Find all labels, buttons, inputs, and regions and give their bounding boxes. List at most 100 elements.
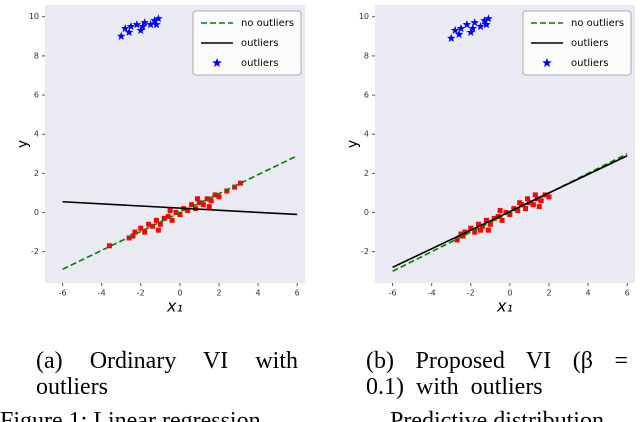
data-point — [177, 211, 183, 217]
y-tick-label: 6 — [34, 91, 39, 100]
data-point — [142, 229, 148, 235]
outlier-point — [146, 20, 155, 29]
plots: -6 -4 -2 0 2 4 6 -2 0 2 4 6 8 10 x₁ y no outliers outlier… — [15, 5, 635, 316]
data-point — [212, 192, 218, 198]
x-tick-label: -2 — [467, 289, 475, 298]
outlier-point — [462, 20, 472, 29]
data-point — [167, 208, 173, 214]
outlier-point — [124, 27, 134, 36]
data-point — [204, 196, 210, 202]
legend-marker — [542, 58, 552, 67]
data-point — [499, 217, 505, 223]
outlier-point — [447, 33, 456, 42]
data-point — [536, 204, 542, 210]
legend-label: outliers — [241, 58, 278, 69]
data-point — [208, 198, 214, 204]
y-tick-label: -2 — [31, 247, 39, 256]
data-point — [523, 206, 529, 212]
legend-label: outliers — [571, 38, 608, 49]
regression-line — [392, 155, 628, 269]
data-point — [224, 188, 230, 194]
outlier-point — [484, 14, 493, 23]
y-tick-label: 0 — [364, 208, 369, 217]
data-point — [189, 202, 195, 208]
outlier-point — [140, 18, 149, 27]
data-point — [476, 221, 482, 227]
figure-text: Predictive distribution — [390, 408, 604, 422]
data-point — [524, 196, 530, 202]
outlier-point — [132, 20, 142, 29]
outlier-point — [468, 24, 477, 33]
legend-marker — [212, 58, 222, 67]
x-tick-label: 2 — [216, 289, 221, 298]
outlier-point — [154, 14, 163, 23]
outlier-point — [126, 22, 136, 31]
outlier-point — [450, 26, 460, 35]
data-point — [530, 202, 536, 208]
x-tick-label: 6 — [295, 289, 300, 298]
x-tick-label: 0 — [177, 289, 182, 298]
y-tick-label: 10 — [29, 12, 39, 21]
caption: (a) Ordinary VI with outliers — [36, 348, 298, 400]
x-axis-label: x₁ — [496, 297, 513, 316]
legend-box — [192, 10, 302, 76]
outlier-point — [470, 18, 479, 27]
data-point — [472, 229, 478, 235]
outlier-point — [476, 22, 485, 31]
x-tick-label: 4 — [586, 289, 591, 298]
y-tick-label: 4 — [364, 130, 369, 139]
data-point — [138, 225, 144, 231]
x-tick-label: -4 — [428, 289, 436, 298]
data-point — [468, 225, 474, 231]
outlier-point — [152, 20, 161, 29]
data-point — [155, 227, 161, 233]
data-point — [454, 237, 460, 243]
data-point — [206, 204, 212, 210]
outlier-point — [482, 20, 491, 29]
y-axis-label: y — [345, 140, 361, 148]
x-tick-label: 0 — [507, 289, 512, 298]
legend-label: outliers — [571, 58, 608, 69]
data-point — [517, 200, 523, 206]
outlier-point — [480, 16, 489, 25]
data-point — [511, 206, 517, 212]
data-point — [161, 215, 167, 221]
y-axis-label: y — [15, 140, 31, 148]
data-point — [153, 217, 159, 223]
data-point — [532, 192, 538, 198]
y-tick-label: 8 — [364, 51, 369, 60]
outlier-point — [456, 24, 466, 33]
data-point — [546, 194, 552, 200]
data-point — [157, 221, 163, 227]
data-point — [185, 208, 191, 214]
y-tick-label: 2 — [34, 169, 39, 178]
legend-label: no outliers — [571, 18, 624, 29]
data-point — [538, 198, 544, 204]
data-point — [460, 233, 466, 239]
regression-line — [62, 155, 298, 271]
outlier-point — [138, 22, 147, 31]
outlier-point — [120, 24, 130, 33]
x-tick-label: -6 — [59, 289, 67, 298]
x-tick-label: 4 — [256, 289, 261, 298]
data-point — [478, 227, 484, 233]
y-tick-label: 2 — [364, 169, 369, 178]
data-point — [173, 210, 179, 216]
legend-label: no outliers — [241, 18, 294, 29]
legend-label: outliers — [241, 38, 278, 49]
y-tick-label: 10 — [359, 12, 369, 21]
data-point — [165, 213, 171, 219]
y-tick-label: 4 — [34, 130, 39, 139]
legend-box — [522, 10, 632, 76]
data-point — [487, 221, 493, 227]
outlier-point — [117, 31, 126, 40]
x-axis-label: x₁ — [166, 297, 183, 316]
data-point — [507, 211, 513, 217]
x-tick-label: -2 — [137, 289, 145, 298]
x-tick-label: -4 — [98, 289, 106, 298]
y-tick-label: -2 — [361, 247, 369, 256]
data-point — [232, 184, 238, 190]
x-tick-label: -6 — [389, 289, 397, 298]
y-tick-label: 8 — [34, 51, 39, 60]
